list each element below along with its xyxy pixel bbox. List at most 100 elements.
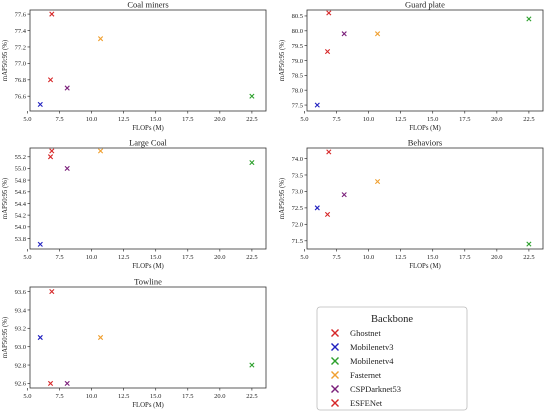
legend-entry-fasternet: Fasternet — [331, 370, 382, 380]
y-tick-label: 72.5 — [292, 205, 303, 212]
point-ghostnet — [47, 77, 54, 83]
point-esfenet — [49, 148, 55, 154]
x-tick-label: 12.5 — [395, 116, 406, 123]
y-tick-label: 53.8 — [15, 236, 26, 243]
x-axis-label: FLOPs (M) — [409, 263, 441, 270]
y-axis-label: mAP50:95 (%) — [279, 40, 286, 81]
x-tick-label: 22.5 — [246, 254, 257, 261]
point-mobilenetv3 — [37, 241, 43, 247]
legend-entry-cspdarknet53: CSPDarknet53 — [331, 384, 401, 394]
subplot-3: Large Coal 5.0 7.5 10.0 12.5 15.0 17.5 20.0 22.5… — [2, 138, 267, 270]
y-tick-label: 77.4 — [15, 28, 27, 35]
subplot-title: Behaviors — [408, 138, 442, 148]
y-tick-label: 78.0 — [292, 88, 303, 95]
y-tick-label: 73.0 — [292, 189, 303, 196]
x-tick-label: 7.5 — [332, 116, 340, 123]
legend-marker — [331, 357, 339, 365]
x-tick-label: 7.5 — [55, 254, 63, 261]
x-tick-label: 15.0 — [427, 254, 438, 261]
x-tick-label: 15.0 — [150, 116, 161, 123]
x-tick-label: 5.0 — [300, 254, 308, 261]
point-esfenet — [326, 10, 332, 16]
y-tick-label: 55.2 — [15, 154, 26, 161]
y-tick-label: 77.2 — [15, 44, 26, 51]
x-tick-label: 15.0 — [150, 254, 161, 261]
point-ghostnet — [324, 48, 331, 55]
legend-entry-mobilenetv4: Mobilenetv4 — [331, 356, 394, 366]
y-tick-label: 93.6 — [15, 289, 27, 296]
y-axis-label: mAP50:95 (%) — [2, 40, 9, 81]
plot-frame — [306, 9, 544, 112]
y-tick-label: 54.6 — [15, 189, 27, 196]
point-fasternet — [374, 31, 381, 37]
y-tick-label: 54.4 — [15, 201, 27, 208]
point-mobilenetv3 — [314, 102, 320, 108]
y-tick-label: 78.5 — [292, 73, 303, 80]
legend-title: Backbone — [371, 314, 413, 325]
legend-marker — [331, 343, 339, 351]
x-tick-label: 17.5 — [182, 116, 193, 123]
x-tick-label: 12.5 — [118, 254, 129, 261]
x-tick-label: 17.5 — [182, 393, 193, 400]
y-tick-label: 80.5 — [292, 13, 303, 20]
x-axis-label: FLOPs (M) — [132, 125, 164, 132]
y-tick-label: 54.0 — [15, 224, 26, 231]
x-tick-label: 7.5 — [55, 393, 63, 400]
y-tick-label: 54.2 — [15, 212, 26, 219]
point-cspdarknet53 — [341, 192, 347, 198]
legend-marker — [331, 399, 339, 407]
y-axis-label: mAP50:95 (%) — [2, 317, 9, 358]
y-tick-label: 77.5 — [292, 102, 303, 109]
point-mobilenetv4 — [249, 160, 255, 166]
x-tick-label: 20.0 — [214, 116, 225, 123]
y-tick-label: 54.8 — [15, 177, 26, 184]
y-tick-label: 76.8 — [15, 77, 26, 84]
y-tick-label: 77.0 — [15, 61, 26, 68]
legend-marker — [331, 329, 339, 337]
y-axis-label: mAP50:95 (%) — [2, 178, 9, 219]
x-axis-label: FLOPs (M) — [409, 125, 441, 132]
legend-label: ESFENet — [350, 398, 383, 408]
x-tick-label: 15.0 — [427, 116, 438, 123]
y-axis-label: mAP50:95 (%) — [279, 178, 286, 219]
plot-frame — [306, 147, 544, 250]
legend-label: Ghostnet — [350, 328, 381, 338]
subplot-title: Guard plate — [405, 0, 445, 10]
point-esfenet — [326, 149, 332, 155]
x-tick-label: 22.5 — [246, 116, 257, 123]
point-esfenet — [49, 289, 55, 295]
y-tick-label: 93.0 — [15, 344, 26, 351]
point-cspdarknet53 — [64, 165, 70, 172]
legend-frame — [316, 306, 468, 411]
x-tick-label: 7.5 — [55, 116, 63, 123]
x-tick-label: 12.5 — [118, 116, 129, 123]
x-tick-label: 5.0 — [300, 116, 308, 123]
point-fasternet — [97, 334, 104, 341]
y-tick-label: 71.5 — [292, 238, 303, 245]
x-tick-label: 22.5 — [246, 393, 257, 400]
point-mobilenetv4 — [526, 16, 532, 22]
legend-label: Fasternet — [350, 370, 382, 380]
y-tick-label: 73.5 — [292, 172, 303, 179]
x-tick-label: 10.0 — [86, 254, 97, 261]
y-tick-label: 79.0 — [292, 58, 303, 65]
y-tick-label: 93.4 — [15, 307, 27, 314]
x-tick-label: 20.0 — [491, 254, 502, 261]
point-mobilenetv3 — [37, 334, 43, 341]
x-tick-label: 20.0 — [214, 254, 225, 261]
point-ghostnet — [47, 380, 54, 386]
legend-marker — [331, 385, 339, 393]
x-axis-label: FLOPs (M) — [132, 263, 164, 270]
point-mobilenetv3 — [37, 101, 43, 108]
x-tick-label: 20.0 — [214, 393, 225, 400]
y-tick-label: 92.8 — [15, 362, 26, 369]
x-tick-label: 12.5 — [118, 393, 129, 400]
x-tick-label: 22.5 — [523, 254, 534, 261]
point-ghostnet — [47, 154, 54, 160]
x-tick-label: 12.5 — [395, 254, 406, 261]
x-tick-label: 10.0 — [363, 116, 374, 123]
subplot-4: Behaviors 5.0 7.5 10.0 12.5 15.0 17.5 20.0 22.5 7… — [279, 138, 544, 270]
point-fasternet — [97, 36, 104, 42]
subplot-1: Coal miners 5.0 7.5 10.0 12.5 15.0 17.5 20.0 22.… — [2, 0, 267, 132]
x-tick-label: 20.0 — [491, 116, 502, 123]
